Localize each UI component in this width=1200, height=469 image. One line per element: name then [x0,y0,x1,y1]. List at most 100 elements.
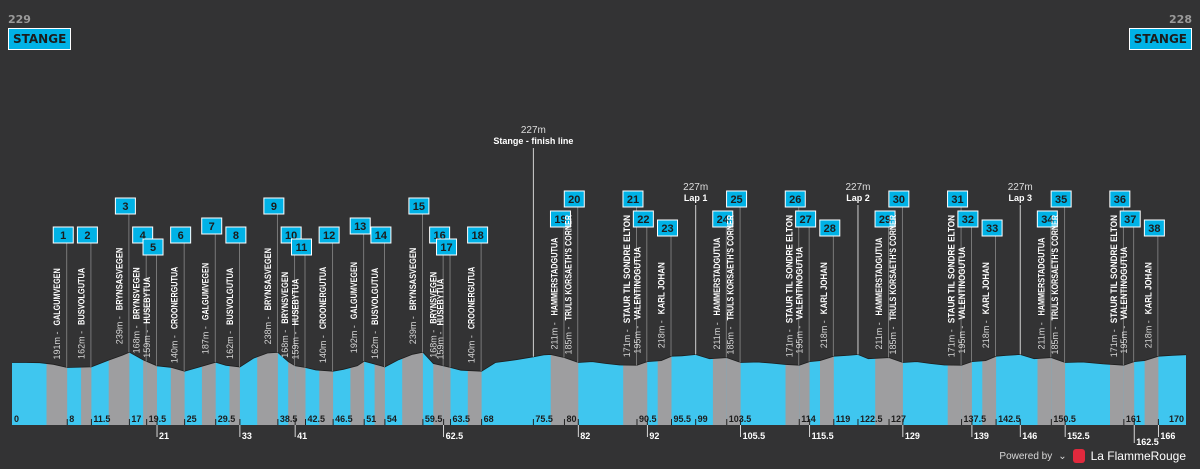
segment-box [632,210,654,228]
segment-name: HUSEBYTUA [142,277,152,324]
km-label: 115.5 [812,431,834,441]
segment-altitude: 239m - [114,316,124,344]
segment-altitude: 185m - [1050,327,1060,355]
segment-number: 27 [800,214,812,226]
segment-name: HAMMERSTADGUTUA [712,237,722,315]
km-label: 127 [891,414,906,424]
segment-altitude: 195m - [1119,326,1129,354]
milestone-label: Lap 3 [1009,193,1033,203]
segment-label-group: 192m - GALGUMVEGEN [349,262,359,353]
km-label: 95.5 [674,414,692,424]
segment-box [657,219,679,237]
segment-label-group: 171m - STAUR TIL SONDRE ELTON [947,215,957,357]
segment-name: HUSEBYTUA [291,278,301,325]
climb-segment-33 [982,356,997,425]
segment-altitude: 191m - [52,332,62,360]
segment-name: CROONERGUTUA [467,266,477,329]
km-label: 119 [836,414,851,424]
segment-name: VALENTINOGUTUA [1119,246,1129,319]
climb-segment-12 [319,370,334,425]
segment-altitude: 159m - [436,332,446,360]
km-label: 137.5 [964,414,987,424]
km-label: 25 [187,414,197,424]
segment-box [874,210,896,228]
segment-altitude: 168m - [280,330,290,358]
km-label: 54 [387,414,397,424]
segment-label-group: 185m - TRULS KORSAETH'S CORNER [726,215,736,355]
segment-number: 28 [824,223,836,235]
km-label: 63.5 [453,414,471,424]
segment-name: STAUR TIL SONDRE ELTON [784,215,794,323]
segment-name: CROONERGUTUA [170,266,180,329]
segment-number: 3 [122,201,128,213]
segment-label-group: 185m - TRULS KORSAETH'S CORNER [888,215,898,355]
segment-name: BRYNSASVEGEN [408,248,418,310]
km-label: 80 [566,414,576,424]
segment-number: 9 [271,201,277,213]
climb-segment-32 [961,361,972,425]
climb-segment-17 [443,365,451,425]
segment-label-group: 239m - BRYNSASVEGEN [114,248,124,344]
segment-label-group: 168m - BRYNSVEGEN [132,267,142,353]
segment-altitude: 218m - [657,320,667,348]
km-label: 33 [242,431,252,441]
segment-label-group: 195m - VALENTINOGUTUA [1119,246,1129,353]
km-label: 59.5 [425,414,443,424]
milestone-altitude: 227m [845,182,870,193]
segment-name: TRULS KORSAETH'S CORNER [563,215,573,321]
segment-label-group: 239m - BRYNSASVEGEN [408,248,418,344]
climb-segment-20 [564,357,579,425]
segment-number: 4 [140,230,147,242]
segment-number: 36 [1114,194,1126,206]
km-label: 122.5 [860,414,883,424]
start-label: STANGE [8,28,72,50]
segment-name: CROONERGUTUA [318,266,328,329]
climb-segment-9 [257,352,278,425]
segment-name: VALENTINOGUTUA [795,246,805,319]
km-label: 51 [366,414,376,424]
km-label: 75.5 [535,414,553,424]
milestone-altitude: 227m [683,182,708,193]
segment-name: GALGUMVEGEN [349,262,359,319]
segment-altitude: 185m - [563,327,573,355]
climb-segment-14 [374,364,385,425]
segment-label-group: 211m - HAMMERSTADGUTUA [874,237,884,349]
segment-altitude: 162m - [76,331,86,359]
segment-box [957,210,979,228]
climb-segment-37 [1123,361,1135,425]
segment-name: BRYNSVEGEN [429,272,439,324]
segment-number: 21 [627,194,639,206]
segment-name: STAUR TIL SONDRE ELTON [1109,215,1119,323]
segment-label-group: 195m - VALENTINOGUTUA [957,246,967,353]
segment-name: KARL JOHAN [657,262,667,314]
km-label: 17 [131,414,141,424]
elevation-outline [12,351,1187,372]
climb-segment-26 [785,364,800,425]
segment-name: BUSVOLGUTUA [76,267,86,325]
segment-box [563,190,585,208]
climb-segment-35 [1051,357,1066,425]
segment-number: 1 [60,230,66,242]
segment-number: 13 [354,221,366,233]
segment-number: 33 [986,223,998,235]
segment-altitude: 211m - [1036,322,1046,349]
segment-altitude: 140m - [170,335,180,363]
finish-number: 228 [1169,13,1192,26]
segment-label-group: 185m - TRULS KORSAETH'S CORNER [563,215,573,355]
segment-box [981,219,1003,237]
segment-name: BUSVOLGUTUA [225,267,235,325]
segment-name: VALENTINOGUTUA [632,246,642,319]
segment-name: BUSVOLGUTUA [370,267,380,325]
climb-segment-6 [170,367,185,425]
segment-label-group: 191m - GALGUMVEGEN [52,268,62,359]
segment-name: KARL JOHAN [981,262,991,314]
segment-number: 38 [1148,223,1160,235]
segment-label-group: 195m - VALENTINOGUTUA [632,246,642,353]
km-label: 8 [69,414,74,424]
segment-altitude: 185m - [726,327,736,355]
km-label: 139 [974,431,989,441]
segment-box [819,219,841,237]
segment-name: HAMMERSTADGUTUA [874,237,884,315]
segment-box [795,210,817,228]
